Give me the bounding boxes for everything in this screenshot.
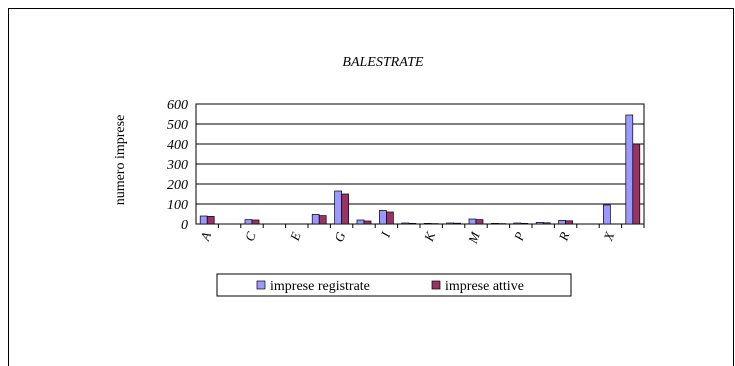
x-tick-label: C: [242, 230, 259, 244]
bar-registrate-J: [401, 222, 410, 225]
bar-registrate-N: [491, 223, 499, 225]
bar-registrate-G: [334, 190, 342, 225]
bar-attive-M: [475, 219, 484, 225]
bar-attive-H: [363, 220, 372, 225]
x-tick-label: R: [555, 230, 572, 244]
y-tick-label: 200: [167, 178, 188, 193]
bar-registrate-L: [446, 222, 454, 225]
bar-registrate-M: [468, 218, 477, 225]
y-tick-label: 100: [167, 198, 188, 213]
legend-swatch-registrate: [256, 280, 266, 290]
bar-registrate-A: [199, 215, 208, 225]
bar-attive-X: [632, 143, 641, 225]
bar-attive-G: [341, 193, 349, 225]
y-tick-label: 0: [181, 218, 188, 233]
bar-registrate-O: [513, 222, 522, 225]
bar-attive-P: [542, 222, 551, 225]
bar-attive-I: [386, 211, 394, 225]
bar-registrate-P: [535, 222, 544, 225]
legend-label-registrate: imprese registrate: [270, 279, 370, 294]
bar-attive-F: [318, 215, 327, 225]
y-tick-label: 500: [167, 118, 188, 133]
x-tick-label: E: [286, 230, 303, 244]
legend-swatch-attive: [431, 280, 441, 290]
bar-attive-O: [520, 223, 529, 225]
x-tick-label: K: [421, 229, 439, 244]
bar-registrate-Q: [558, 220, 566, 225]
bar-registrate-S: [603, 204, 611, 225]
bar-registrate-I: [379, 210, 387, 225]
y-tick-labels: 0 100 200 300 400 500 600: [166, 98, 188, 233]
bar-registrate-H: [356, 219, 365, 225]
legend-box: [216, 273, 572, 297]
bar-registrate-F: [311, 214, 320, 225]
bar-registrate-C: [244, 219, 253, 225]
x-tick-label: A: [197, 230, 214, 244]
bar-attive-Q: [565, 220, 573, 225]
x-tick-label: G: [331, 229, 349, 244]
legend: imprese registrate imprese attive: [216, 273, 572, 297]
bars: [199, 114, 641, 225]
x-tick-label: P: [510, 230, 527, 244]
gridlines: [195, 103, 645, 228]
bar-attive-J: [408, 223, 417, 225]
bar-attive-L: [453, 222, 461, 225]
x-tick-label: I: [377, 229, 393, 240]
y-tick-label: 600: [167, 98, 188, 113]
legend-label-attive: imprese attive: [445, 279, 524, 294]
chart-title: BALESTRATE: [342, 55, 424, 70]
chart-frame: [8, 8, 734, 366]
x-tick-label: X: [600, 229, 618, 244]
y-tick-label: 300: [166, 158, 188, 173]
y-tick-label: 400: [167, 138, 188, 153]
y-axis-title: numero imprese: [113, 115, 128, 206]
bar-registrate-X: [625, 114, 634, 225]
bar-attive-A: [206, 216, 215, 225]
bar-registrate-K: [423, 223, 432, 225]
x-tick-label: M: [465, 229, 484, 246]
bar-attive-C: [251, 219, 260, 225]
